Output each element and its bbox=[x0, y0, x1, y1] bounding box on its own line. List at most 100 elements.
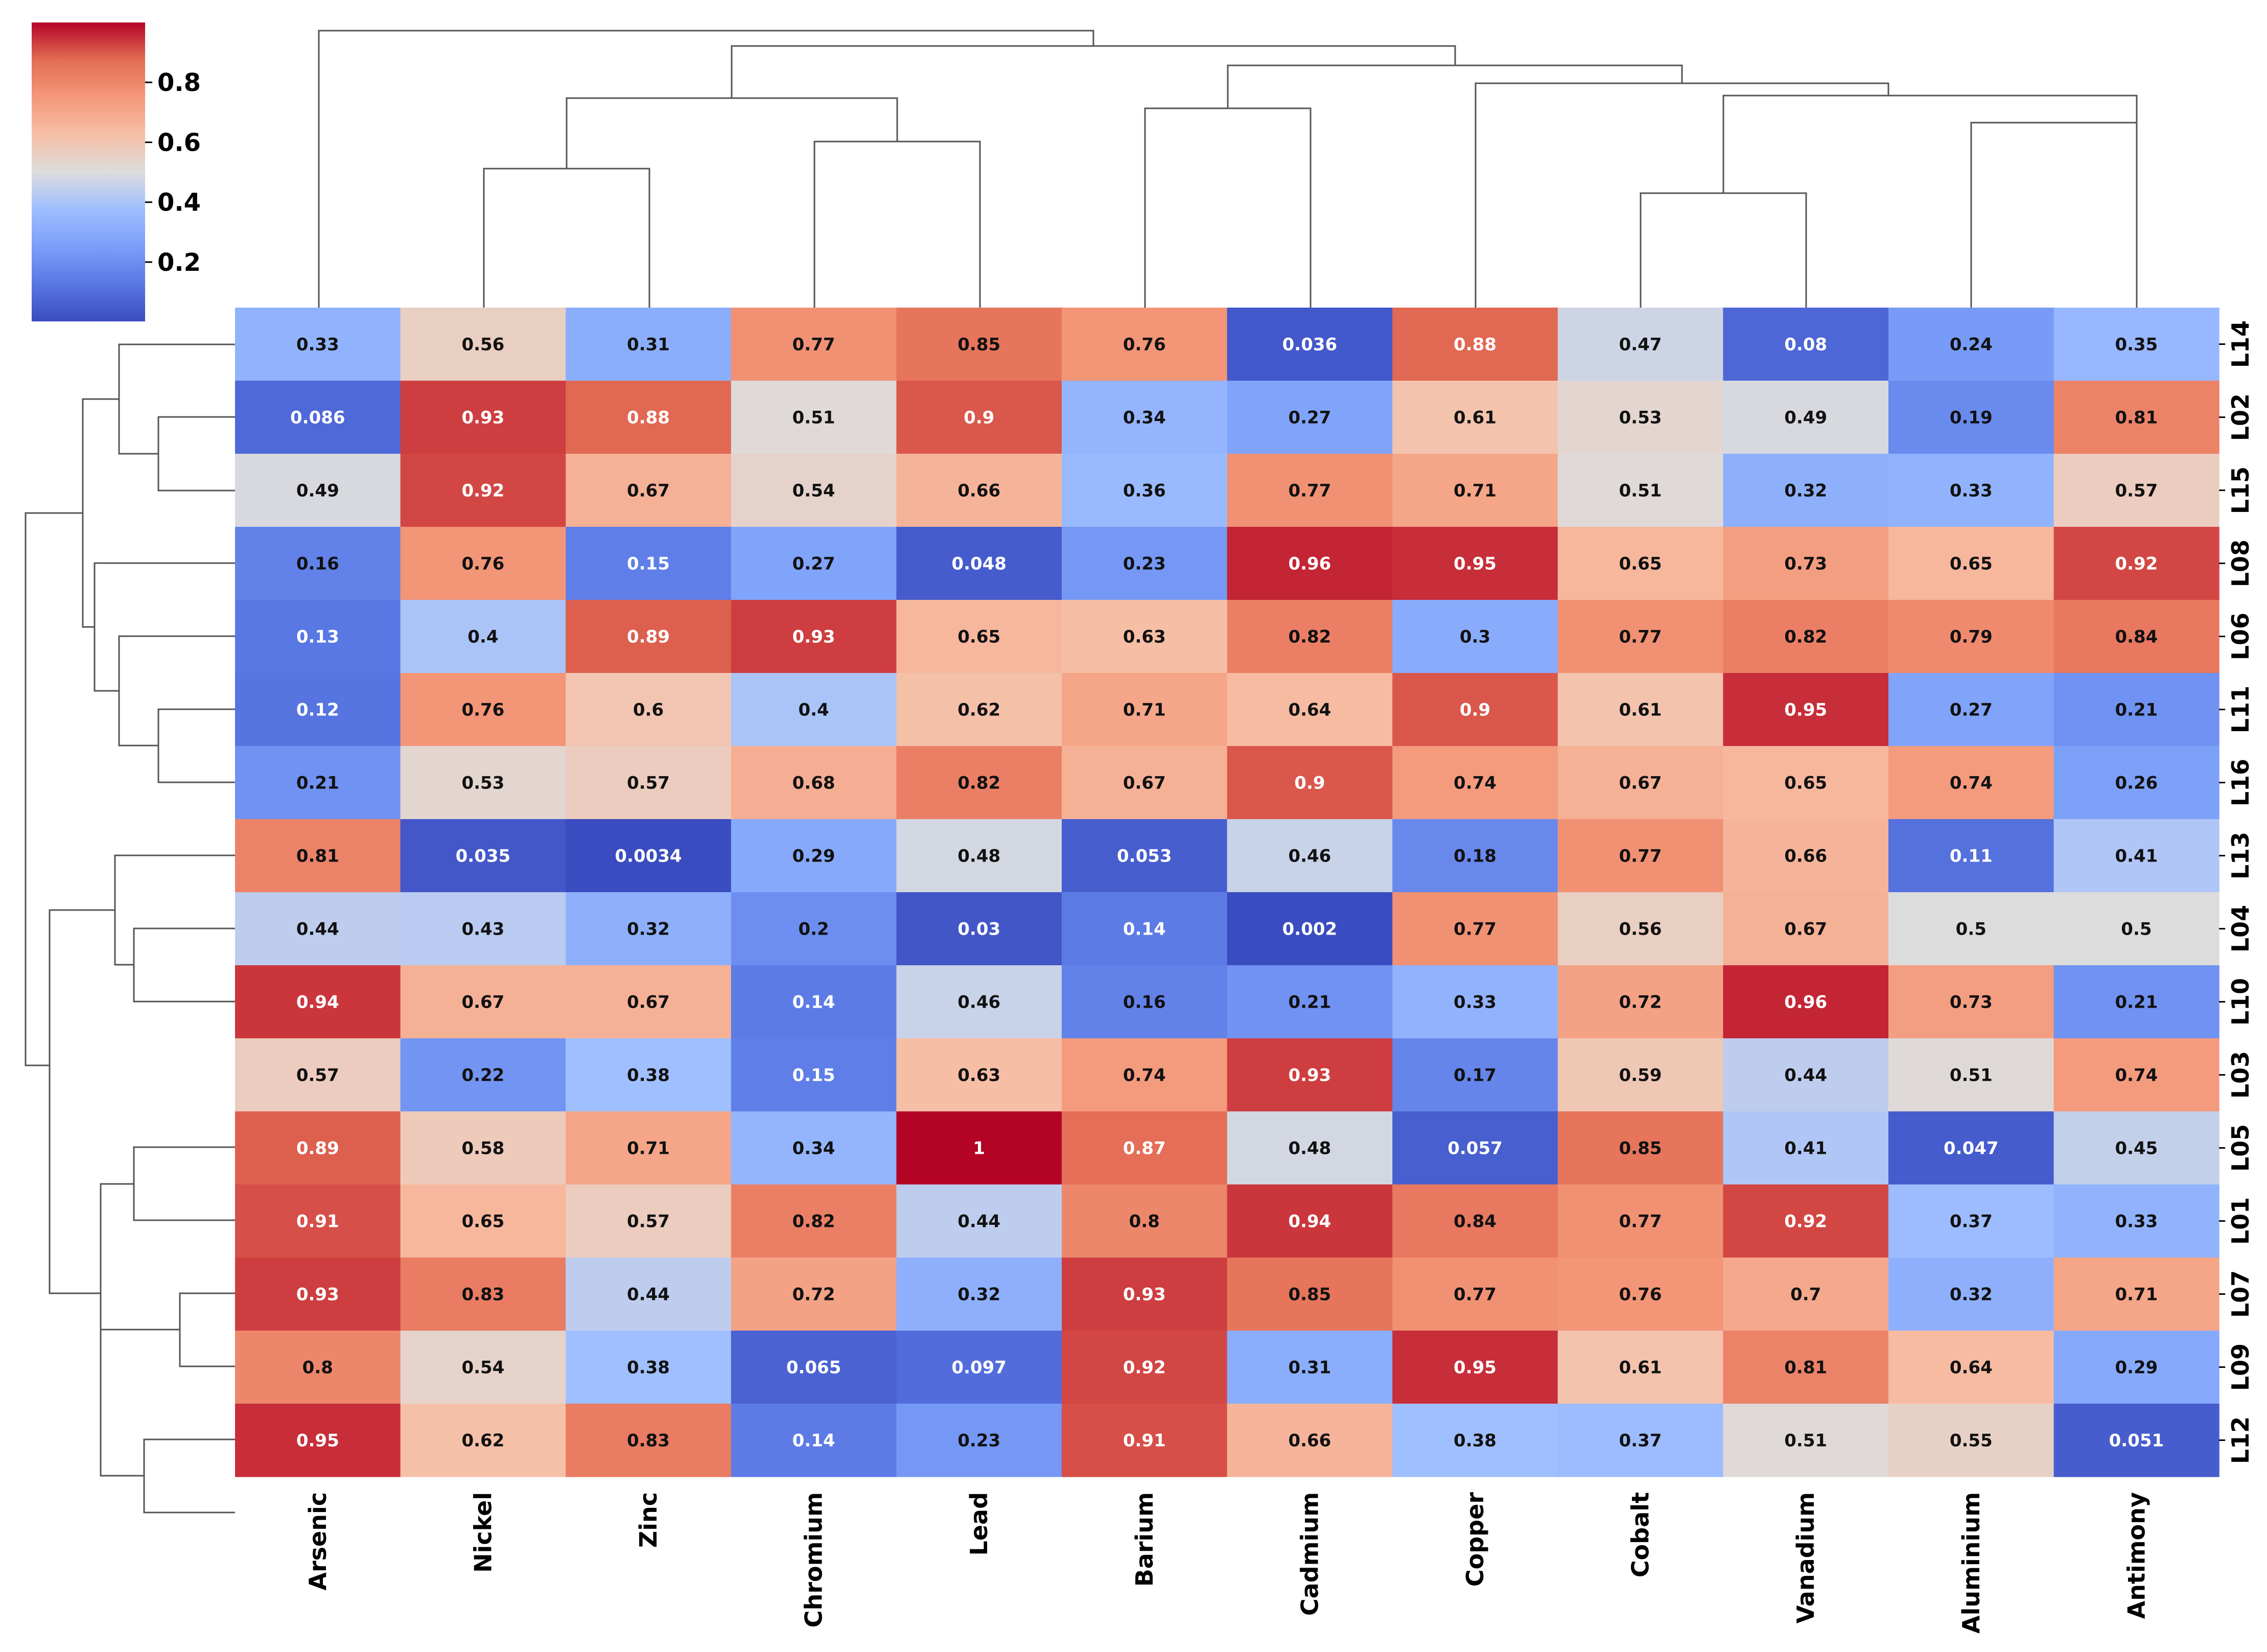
heatmap-cell bbox=[1557, 1404, 1723, 1477]
cell-value-label: 0.85 bbox=[1288, 1285, 1331, 1305]
heatmap-cell bbox=[1227, 1258, 1393, 1331]
row-labels: L14 L02 L15 L08 L06 L11 L16 L13 L04 L10 L03 L05 L01 L… bbox=[2219, 320, 2254, 1464]
heatmap-cell bbox=[1062, 892, 1228, 966]
heatmap-cell bbox=[1557, 454, 1723, 527]
heatmap-cell bbox=[1723, 673, 1889, 747]
cell-value-label: 0.44 bbox=[627, 1285, 670, 1305]
cell-value-label: 0.22 bbox=[461, 1065, 504, 1086]
cell-value-label: 0.21 bbox=[1288, 992, 1331, 1013]
cell-value-label: 0.85 bbox=[957, 335, 1000, 355]
cell-value-label: 0.81 bbox=[1784, 1358, 1827, 1378]
cell-value-label: 0.94 bbox=[1288, 1212, 1331, 1232]
heatmap-cell bbox=[566, 965, 732, 1039]
cell-value-label: 0.49 bbox=[296, 481, 339, 501]
row-label: L16 bbox=[2227, 759, 2254, 806]
cell-value-label: 0.67 bbox=[627, 481, 670, 501]
heatmap-cell bbox=[1392, 1331, 1558, 1404]
cell-value-label: 0.32 bbox=[1950, 1285, 1993, 1305]
cell-value-label: 0.49 bbox=[1784, 408, 1827, 428]
heatmap-cell bbox=[1392, 1038, 1558, 1112]
heatmap-cell bbox=[1557, 892, 1723, 966]
cell-value-label: 0.32 bbox=[627, 919, 670, 940]
cell-value-label: 0.57 bbox=[296, 1065, 339, 1086]
cell-value-label: 0.51 bbox=[792, 408, 835, 428]
column-label: Antimony bbox=[2122, 1492, 2150, 1619]
cell-value-label: 0.73 bbox=[1950, 992, 1993, 1013]
heatmap-cell bbox=[896, 965, 1062, 1039]
heatmap-cell bbox=[1557, 965, 1723, 1039]
cell-value-label: 0.84 bbox=[2115, 627, 2158, 647]
cell-value-label: 0.65 bbox=[1950, 554, 1993, 574]
heatmap-cell bbox=[400, 892, 566, 966]
cell-value-label: 0.26 bbox=[2115, 773, 2158, 794]
heatmap-cell bbox=[1227, 892, 1393, 966]
heatmap-cell bbox=[1227, 746, 1393, 820]
cell-value-label: 0.38 bbox=[627, 1358, 670, 1378]
cell-value-label: 0.32 bbox=[957, 1285, 1000, 1305]
heatmap-cell bbox=[2053, 965, 2219, 1039]
heatmap-cell bbox=[2053, 892, 2219, 966]
cell-value-label: 0.31 bbox=[1288, 1358, 1331, 1378]
cell-value-label: 0.16 bbox=[296, 554, 339, 574]
column-label: Arsenic bbox=[304, 1492, 332, 1591]
heatmap-cell bbox=[1227, 1038, 1393, 1112]
row-label: L12 bbox=[2227, 1416, 2254, 1464]
heatmap-cell bbox=[566, 1184, 732, 1258]
cell-value-label: 0.92 bbox=[1784, 1212, 1827, 1232]
row-label: L14 bbox=[2227, 320, 2254, 368]
cell-value-label: 0.44 bbox=[1784, 1065, 1827, 1086]
heatmap-cell bbox=[1888, 454, 2054, 527]
column-label: Barium bbox=[1131, 1492, 1158, 1587]
cell-value-label: 0.77 bbox=[1619, 627, 1662, 647]
cell-value-label: 0.64 bbox=[1950, 1358, 1993, 1378]
cell-value-label: 0.91 bbox=[296, 1212, 339, 1232]
cell-value-label: 0.36 bbox=[1123, 481, 1166, 501]
heatmap-cell bbox=[235, 308, 401, 381]
cell-value-label: 0.036 bbox=[1282, 335, 1338, 355]
row-label: L08 bbox=[2227, 540, 2254, 587]
colorbar-tick-label: 0.6 bbox=[157, 129, 201, 157]
heatmap-cell bbox=[1227, 1111, 1393, 1185]
heatmap-cell bbox=[2053, 527, 2219, 600]
cell-value-label: 0.9 bbox=[1460, 700, 1490, 720]
heatmap-cell bbox=[1888, 1184, 2054, 1258]
heatmap-cell bbox=[1227, 454, 1393, 527]
cell-value-label: 0.53 bbox=[461, 773, 504, 794]
cell-value-label: 0.37 bbox=[1950, 1212, 1993, 1232]
heatmap-cell bbox=[1723, 527, 1889, 600]
heatmap-cell bbox=[1723, 1331, 1889, 1404]
heatmap-cell bbox=[1557, 1184, 1723, 1258]
heatmap-cell bbox=[400, 600, 566, 673]
heatmap-cell bbox=[731, 454, 897, 527]
cell-value-label: 0.63 bbox=[1123, 627, 1166, 647]
column-label: Copper bbox=[1461, 1492, 1489, 1587]
cell-value-label: 0.96 bbox=[1288, 554, 1331, 574]
cell-value-label: 0.93 bbox=[461, 408, 504, 428]
heatmap-cell bbox=[1888, 1404, 2054, 1477]
cell-value-label: 0.59 bbox=[1619, 1065, 1662, 1086]
heatmap-cell bbox=[1888, 381, 2054, 454]
heatmap-cell bbox=[1062, 1258, 1228, 1331]
heatmap-cell bbox=[2053, 1404, 2219, 1477]
cell-value-label: 0.67 bbox=[1619, 773, 1662, 794]
cell-value-label: 0.92 bbox=[1123, 1358, 1166, 1378]
cell-value-label: 0.46 bbox=[1288, 846, 1331, 867]
cell-value-label: 0.77 bbox=[792, 335, 835, 355]
colorbar-tick-label: 0.8 bbox=[157, 68, 201, 97]
heatmap-cell bbox=[896, 600, 1062, 673]
cell-value-label: 0.93 bbox=[1288, 1065, 1331, 1086]
heatmap-cell bbox=[400, 1038, 566, 1112]
cell-value-label: 0.035 bbox=[456, 846, 511, 867]
cell-value-label: 0.62 bbox=[461, 1431, 504, 1451]
cell-value-label: 0.71 bbox=[1454, 481, 1497, 501]
cell-value-label: 0.9 bbox=[964, 408, 994, 428]
cell-value-label: 0.76 bbox=[1123, 335, 1166, 355]
heatmap-cell bbox=[2053, 819, 2219, 893]
cell-value-label: 0.66 bbox=[1288, 1431, 1331, 1451]
cell-value-label: 0.3 bbox=[1460, 627, 1490, 647]
cell-value-label: 0.58 bbox=[461, 1138, 504, 1159]
heatmap-cell bbox=[1557, 1038, 1723, 1112]
cell-value-label: 0.48 bbox=[957, 846, 1000, 867]
cell-value-label: 0.37 bbox=[1619, 1431, 1662, 1451]
cell-value-label: 0.51 bbox=[1950, 1065, 1993, 1086]
